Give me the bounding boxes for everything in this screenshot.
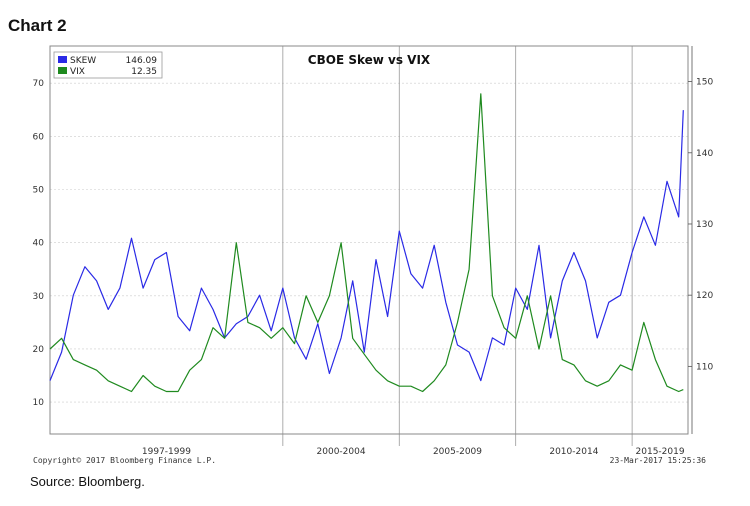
legend-name-vix: VIX (70, 67, 85, 77)
series-layer (49, 93, 684, 393)
timestamp-text: 23-Mar-2017 15:25:36 (610, 456, 707, 465)
legend-box (53, 51, 163, 79)
series-line-skew (49, 110, 684, 382)
left-tick-label-2: 30 (33, 292, 45, 302)
right-tick-label-4: 150 (696, 78, 713, 88)
plot-frame (49, 45, 689, 435)
legend-name-skew: SKEW (70, 56, 96, 66)
chart-heading: Chart 2 (8, 16, 67, 35)
left-tick-label-5: 60 (33, 132, 45, 142)
right-tick-label-1: 120 (696, 291, 713, 301)
right-tick-label-2: 130 (696, 220, 713, 230)
x-tick-label-2: 2005-2009 (433, 447, 482, 457)
x-tick-label-0: 1997-1999 (142, 447, 191, 457)
right-tick-label-3: 140 (696, 149, 713, 159)
axis-layer: 10 20 30 40 50 60 70 110 120 130 140 150 1997-1999 20… (33, 46, 713, 457)
left-tick-label-1: 20 (33, 345, 45, 355)
x-tick-label-3: 2010-2014 (549, 447, 598, 457)
x-tick-label-1: 2000-2004 (317, 447, 366, 457)
legend-swatch-vix (58, 67, 67, 74)
source-note: Source: Bloomberg. (30, 474, 145, 489)
left-tick-label-0: 10 (33, 398, 45, 408)
grid-layer (50, 46, 688, 446)
legend-swatch-skew (58, 56, 67, 63)
left-tick-label-3: 40 (33, 239, 45, 249)
chart-title: CBOE Skew vs VIX (308, 53, 431, 67)
legend-value-vix: 12.35 (131, 67, 157, 77)
right-tick-label-0: 110 (696, 362, 713, 372)
series-line-vix (49, 93, 684, 393)
legend-value-skew: 146.09 (126, 56, 158, 66)
copyright-text: Copyright© 2017 Bloomberg Finance L.P. (33, 456, 216, 465)
legend: SKEW 146.09 VIX 12.35 (53, 51, 163, 79)
left-tick-label-4: 50 (33, 186, 45, 196)
x-tick-label-4: 2015-2019 (636, 447, 685, 457)
left-tick-label-6: 70 (33, 79, 45, 89)
